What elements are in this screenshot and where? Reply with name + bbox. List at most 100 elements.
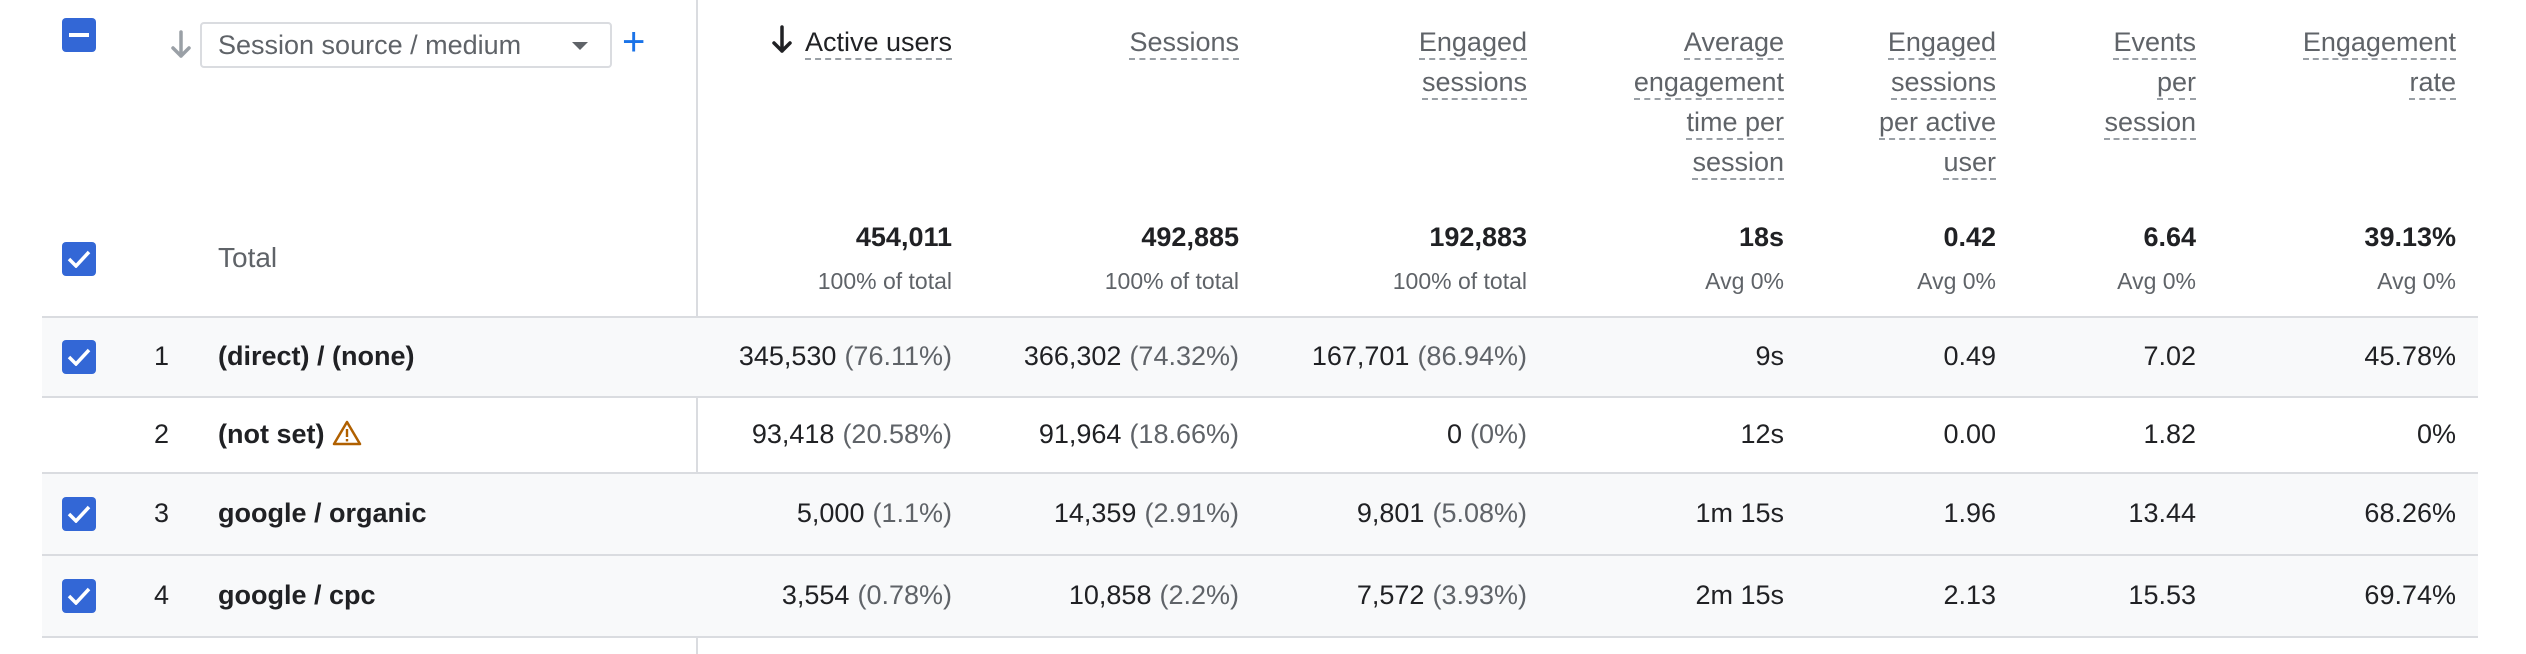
column-header-engagement-rate[interactable]: Engagement rate	[2196, 22, 2456, 102]
cell-value: 15.53	[2128, 580, 2196, 610]
minus-icon	[69, 33, 89, 37]
column-header-line: Events	[2113, 27, 2196, 60]
cell-value: 10,858	[1068, 580, 1152, 610]
column-header-avg-engagement-time[interactable]: Average engagement time per session	[1524, 22, 1784, 182]
column-header-line: session	[1692, 147, 1784, 180]
warning-icon[interactable]	[332, 420, 362, 446]
cell-value: 1m 15s	[1695, 498, 1784, 528]
table-cell-events-per-session: 13.44	[1896, 498, 2196, 529]
cell-value: 9,801	[1356, 498, 1425, 528]
row-checkbox[interactable]	[62, 340, 96, 374]
table-cell-engagement-rate: 69.74%	[2156, 580, 2456, 611]
cell-value: 2m 15s	[1695, 580, 1784, 610]
cell-percent: (1.1%)	[872, 498, 952, 528]
cell-value: 7.02	[2143, 341, 2196, 371]
row-divider	[42, 396, 2478, 398]
table-cell-engagement-rate: 0%	[2156, 419, 2456, 450]
cell-value: 1.82	[2143, 419, 2196, 449]
cell-percent: (86.94%)	[1417, 341, 1527, 371]
row-dimension-value[interactable]: google / cpc	[218, 580, 376, 611]
table-cell-avg-engagement-time: 2m 15s	[1484, 580, 1784, 611]
total-subtext: 100% of total	[1392, 268, 1527, 294]
row-divider	[42, 472, 2478, 474]
column-header-sessions[interactable]: Sessions	[979, 22, 1239, 62]
add-dimension-button[interactable]: +	[622, 20, 646, 64]
cell-value: 0.49	[1943, 341, 1996, 371]
column-header-line: sessions	[1421, 67, 1527, 100]
check-icon	[67, 348, 91, 366]
sort-arrow-down-icon	[772, 25, 792, 53]
cell-value: 0	[1446, 419, 1462, 449]
total-value: 192,883	[1429, 222, 1527, 252]
cell-value: 45.78%	[2364, 341, 2456, 371]
table-cell-sessions: 14,359 (2.91%)	[939, 498, 1239, 529]
column-header-events-per-session[interactable]: Events per session	[1936, 22, 2196, 142]
table-cell-events-per-session: 15.53	[1896, 580, 2196, 611]
table-cell-engaged-per-user: 0.49	[1696, 341, 1996, 372]
cell-value: 93,418	[751, 419, 835, 449]
table-cell-active-users: 3,554 (0.78%)	[652, 580, 952, 611]
total-subtext: 100% of total	[1104, 268, 1239, 294]
row-checkbox[interactable]	[62, 497, 96, 531]
table-cell-engaged-sessions: 7,572 (3.93%)	[1227, 580, 1527, 611]
cell-value: 167,701	[1311, 341, 1410, 371]
total-label: Total	[218, 242, 278, 273]
table-row[interactable]	[42, 474, 2478, 554]
row-dimension-value[interactable]: (direct) / (none)	[218, 341, 415, 372]
cell-value: 68.26%	[2364, 498, 2456, 528]
cell-value: 5,000	[796, 498, 865, 528]
cell-value: 345,530	[738, 341, 837, 371]
row-number: 1	[154, 341, 170, 371]
column-header-line: engagement	[1633, 67, 1784, 100]
row-divider	[42, 554, 2478, 556]
column-header-line: Sessions	[1129, 27, 1239, 60]
cell-percent: (3.93%)	[1432, 580, 1527, 610]
dimension-select-value: Session source / medium	[218, 29, 522, 60]
table-cell-engaged-per-user: 0.00	[1696, 419, 1996, 450]
cell-value: 9s	[1755, 341, 1784, 371]
total-checkbox[interactable]	[62, 242, 96, 276]
select-all-checkbox[interactable]	[62, 18, 96, 52]
total-value: 39.13%	[2364, 222, 2456, 252]
table-cell-events-per-session: 1.82	[1896, 419, 2196, 450]
total-value: 492,885	[1141, 222, 1239, 252]
table-cell-sessions: 366,302 (74.32%)	[939, 341, 1239, 372]
row-dimension-value[interactable]: google / organic	[218, 498, 427, 529]
cell-value: 366,302	[1023, 341, 1122, 371]
cell-value: 91,964	[1038, 419, 1122, 449]
caret-down-icon	[572, 42, 588, 50]
row-dimension-label: google / cpc	[218, 580, 376, 610]
row-checkbox[interactable]	[62, 579, 96, 613]
column-header-engaged-per-user[interactable]: Engaged sessions per active user	[1736, 22, 1996, 182]
cell-percent: (2.2%)	[1159, 580, 1239, 610]
column-header-line: per	[2156, 67, 2196, 100]
column-header-active-users[interactable]: Active users	[692, 22, 952, 62]
row-dimension-value[interactable]: (not set)	[218, 419, 362, 450]
column-header-engaged-sessions[interactable]: Engaged sessions	[1267, 22, 1527, 102]
table-row[interactable]	[42, 556, 2478, 636]
column-header-line: rate	[2409, 67, 2456, 100]
column-header-line: Engaged	[1418, 27, 1527, 60]
sort-arrow-down-icon[interactable]	[170, 30, 192, 60]
cell-value: 14,359	[1053, 498, 1137, 528]
table-cell-avg-engagement-time: 12s	[1484, 419, 1784, 450]
table-row[interactable]	[42, 318, 2478, 396]
table-cell-active-users: 345,530 (76.11%)	[652, 341, 952, 372]
table-cell-engagement-rate: 45.78%	[2156, 341, 2456, 372]
table-cell-engaged-sessions: 0 (0%)	[1227, 419, 1527, 450]
total-subtext: 100% of total	[817, 268, 952, 294]
table-cell-engagement-rate: 68.26%	[2156, 498, 2456, 529]
table-cell-active-users: 93,418 (20.58%)	[652, 419, 952, 450]
cell-value: 7,572	[1356, 580, 1425, 610]
column-header-line: session	[2104, 107, 2196, 140]
total-value: 6.64	[2143, 222, 2196, 252]
table-cell-sessions: 10,858 (2.2%)	[939, 580, 1239, 611]
cell-percent: (18.66%)	[1129, 419, 1239, 449]
column-header-line: per active	[1878, 107, 1996, 140]
cell-value: 3,554	[781, 580, 850, 610]
row-number: 2	[154, 419, 170, 449]
total-value: 0.42	[1943, 222, 1996, 252]
dimension-select[interactable]: Session source / medium	[200, 22, 612, 68]
column-header-line: Engaged	[1887, 27, 1996, 60]
cell-percent: (74.32%)	[1129, 341, 1239, 371]
